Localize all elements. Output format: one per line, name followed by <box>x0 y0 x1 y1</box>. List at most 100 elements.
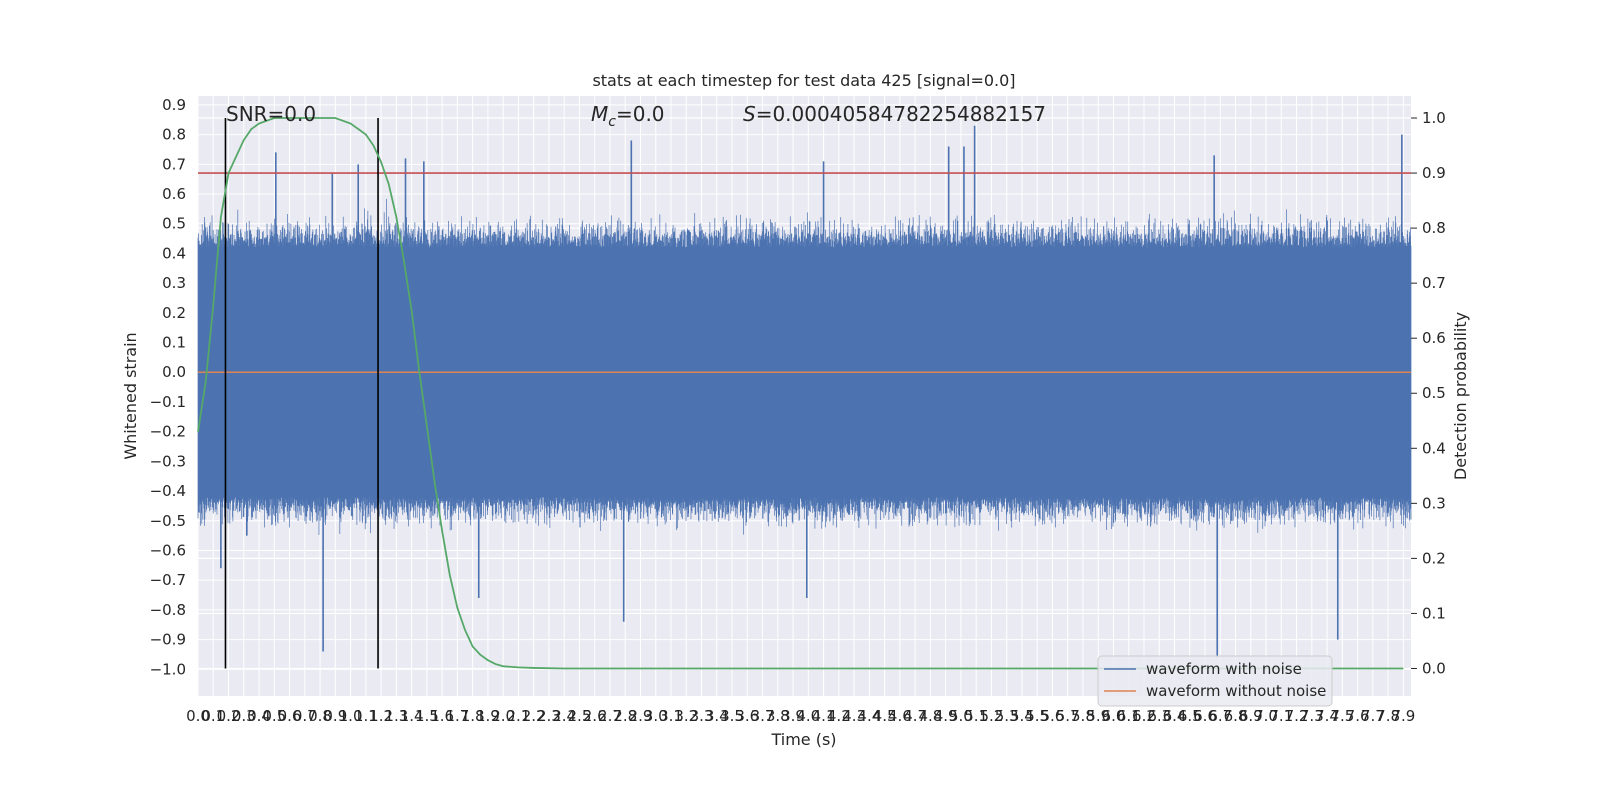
x-tick-label: 3.0 <box>644 707 668 725</box>
x-tick-label: 3.7 <box>751 707 775 725</box>
y-tick-label: 0.4 <box>162 244 186 262</box>
x-tick-label: 2.8 <box>613 707 637 725</box>
x-tick-label: 6.2 <box>1132 707 1156 725</box>
x-tick-label: 7.4 <box>1315 707 1339 725</box>
x-tick-label: 6.3 <box>1147 707 1171 725</box>
x-tick-label: 1.5 <box>415 707 439 725</box>
x-tick-label: 3.1 <box>659 707 683 725</box>
x-tick-label: 2.2 <box>522 707 546 725</box>
x-tick-label: 0.2 <box>217 707 241 725</box>
y2-tick-label: 0.8 <box>1422 219 1446 237</box>
y-tick-label: −0.2 <box>150 423 186 441</box>
y-axis-ticks: 0.9 0.8 0.7 0.6 0.5 0.4 0.3 0.2 0.1 0.0 −0.1 −0.2 −0… <box>150 96 186 678</box>
y-tick-label: −0.3 <box>150 452 186 470</box>
x-tick-label: 5.2 <box>979 707 1003 725</box>
x-tick-label: 7.2 <box>1285 707 1309 725</box>
x-tick-label: 1.7 <box>445 707 469 725</box>
x-tick-label: 6.9 <box>1239 707 1263 725</box>
y2-tick-label: 1.0 <box>1422 109 1446 127</box>
x-tick-label: 1.4 <box>400 707 424 725</box>
x-axis-label: Time (s) <box>770 730 836 749</box>
y-axis-label: Whitened strain <box>121 332 140 459</box>
x-tick-label: 0.8 <box>308 707 332 725</box>
x-tick-label: 6.8 <box>1224 707 1248 725</box>
x-tick-label: 5.0 <box>949 707 973 725</box>
y2-tick-label: 0.6 <box>1422 329 1446 347</box>
x-tick-label: 1.8 <box>461 707 485 725</box>
y-tick-label: −0.4 <box>150 482 186 500</box>
x-tick-label: 2.6 <box>583 707 607 725</box>
x-tick-label: 0.1 <box>201 707 225 725</box>
x-tick-label: 0.0 <box>186 707 210 725</box>
chirp-mass-annotation: Mc=0.0 <box>591 102 665 130</box>
x-tick-label: 7.7 <box>1361 707 1385 725</box>
y-tick-label: 0.0 <box>162 363 186 381</box>
marker-lines <box>224 118 379 669</box>
y-tick-label: 0.5 <box>162 215 186 233</box>
x-tick-label: 5.8 <box>1071 707 1095 725</box>
x-tick-label: 1.6 <box>430 707 454 725</box>
x-axis-ticks: 0.00.10.20.30.40.50.60.70.80.91.01.11.21… <box>186 707 1415 725</box>
x-tick-label: 4.0 <box>796 707 820 725</box>
y-tick-label: 0.8 <box>162 126 186 144</box>
x-tick-label: 2.7 <box>598 707 622 725</box>
y-tick-label: −1.0 <box>150 660 186 678</box>
x-tick-label: 5.1 <box>964 707 988 725</box>
x-tick-label: 5.9 <box>1086 707 1110 725</box>
x-tick-label: 2.5 <box>568 707 592 725</box>
x-tick-label: 0.4 <box>247 707 271 725</box>
x-tick-label: 1.2 <box>369 707 393 725</box>
series-waveform-with-noise <box>197 125 1412 658</box>
x-tick-label: 0.5 <box>262 707 286 725</box>
x-tick-label: 7.5 <box>1330 707 1354 725</box>
y-tick-label: 0.3 <box>162 274 186 292</box>
y2-tick-label: 0.4 <box>1422 439 1446 457</box>
x-tick-label: 5.3 <box>995 707 1019 725</box>
x-tick-label: 7.3 <box>1300 707 1324 725</box>
x-tick-label: 5.6 <box>1041 707 1065 725</box>
x-tick-label: 5.4 <box>1010 707 1034 725</box>
legend-label-clean: waveform without noise <box>1146 682 1326 700</box>
x-tick-label: 7.9 <box>1391 707 1415 725</box>
y2-axis-ticks: 1.0 0.9 0.8 0.7 0.6 0.5 0.4 0.3 0.2 0.1 0.0 <box>1411 109 1446 677</box>
x-tick-label: 6.5 <box>1178 707 1202 725</box>
series-detection-probability <box>197 117 1404 670</box>
y-tick-label: 0.6 <box>162 185 186 203</box>
legend: waveform with noise waveform without noi… <box>1097 655 1333 707</box>
x-tick-label: 0.3 <box>232 707 256 725</box>
x-tick-label: 0.9 <box>323 707 347 725</box>
x-tick-label: 1.1 <box>354 707 378 725</box>
y-tick-label: −0.7 <box>150 571 186 589</box>
x-tick-label: 3.6 <box>735 707 759 725</box>
x-tick-label: 4.2 <box>827 707 851 725</box>
x-tick-label: 5.7 <box>1056 707 1080 725</box>
x-tick-label: 4.1 <box>812 707 836 725</box>
s-annotation: S=0.00040584782254882157 <box>743 102 1046 126</box>
legend-box <box>1097 655 1333 707</box>
x-tick-label: 1.3 <box>384 707 408 725</box>
x-tick-label: 4.6 <box>888 707 912 725</box>
snr-annotation: SNR=0.0 <box>226 102 316 126</box>
x-tick-label: 3.8 <box>766 707 790 725</box>
x-tick-label: 3.9 <box>781 707 805 725</box>
x-tick-label: 3.4 <box>705 707 729 725</box>
x-tick-label: 3.5 <box>720 707 744 725</box>
x-tick-label: 3.3 <box>690 707 714 725</box>
x-tick-label: 4.4 <box>857 707 881 725</box>
x-tick-label: 0.7 <box>293 707 317 725</box>
x-tick-label: 2.3 <box>537 707 561 725</box>
x-tick-label: 4.5 <box>873 707 897 725</box>
x-tick-label: 4.3 <box>842 707 866 725</box>
x-tick-label: 4.9 <box>934 707 958 725</box>
x-tick-label: 6.6 <box>1193 707 1217 725</box>
chart-title: stats at each timestep for test data 425… <box>592 71 1015 90</box>
legend-label-noise: waveform with noise <box>1146 660 1302 678</box>
x-tick-label: 1.0 <box>339 707 363 725</box>
y2-tick-label: 0.7 <box>1422 274 1446 292</box>
x-tick-label: 7.1 <box>1269 707 1293 725</box>
x-tick-label: 6.4 <box>1163 707 1187 725</box>
y-tick-label: 0.1 <box>162 334 186 352</box>
y-tick-label: −0.8 <box>150 601 186 619</box>
y-tick-label: 0.9 <box>162 96 186 114</box>
